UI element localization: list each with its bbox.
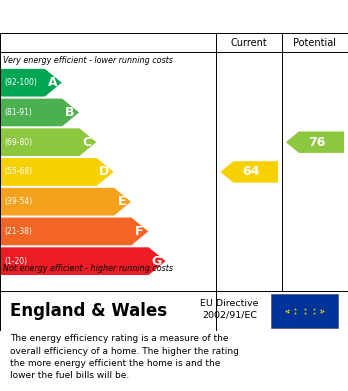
Text: EU Directive
2002/91/EC: EU Directive 2002/91/EC — [200, 299, 259, 319]
Text: (21-38): (21-38) — [4, 227, 32, 236]
Text: Very energy efficient - lower running costs: Very energy efficient - lower running co… — [3, 56, 173, 65]
Polygon shape — [0, 158, 114, 186]
Polygon shape — [220, 161, 278, 183]
Polygon shape — [0, 128, 96, 156]
Text: 76: 76 — [308, 136, 326, 149]
Text: E: E — [117, 195, 126, 208]
Text: (55-68): (55-68) — [4, 167, 32, 176]
Text: England & Wales: England & Wales — [10, 302, 168, 320]
Text: G: G — [151, 255, 161, 268]
Text: Potential: Potential — [293, 38, 337, 48]
Text: (69-80): (69-80) — [4, 138, 32, 147]
Text: (1-20): (1-20) — [4, 256, 27, 265]
Text: D: D — [99, 165, 110, 178]
Polygon shape — [0, 248, 166, 275]
Text: Energy Efficiency Rating: Energy Efficiency Rating — [10, 9, 231, 24]
Polygon shape — [0, 69, 62, 97]
Polygon shape — [0, 99, 79, 126]
Text: B: B — [65, 106, 74, 119]
Text: Not energy efficient - higher running costs: Not energy efficient - higher running co… — [3, 264, 174, 273]
Text: A: A — [48, 76, 57, 89]
Polygon shape — [0, 217, 148, 245]
Polygon shape — [286, 131, 344, 153]
Text: Current: Current — [231, 38, 268, 48]
Text: (92-100): (92-100) — [4, 78, 37, 87]
Text: F: F — [135, 225, 143, 238]
Polygon shape — [0, 188, 131, 215]
Text: (81-91): (81-91) — [4, 108, 32, 117]
Bar — [271, 294, 338, 328]
Text: The energy efficiency rating is a measure of the
overall efficiency of a home. T: The energy efficiency rating is a measur… — [10, 334, 239, 380]
Text: C: C — [82, 136, 92, 149]
Text: (39-54): (39-54) — [4, 197, 32, 206]
Text: 64: 64 — [243, 165, 260, 178]
